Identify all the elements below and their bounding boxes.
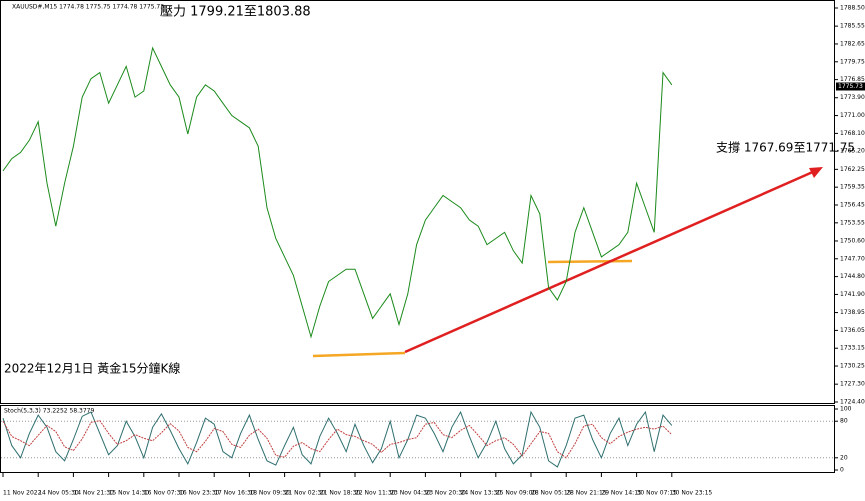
y-tick-label: 1750.60 xyxy=(840,237,865,244)
support-line xyxy=(547,259,633,264)
y-tick-label: 1733.15 xyxy=(840,345,865,352)
last-price-box xyxy=(836,82,865,91)
y-tick-label: 1724.40 xyxy=(840,399,865,406)
x-tick-label: 24 Nov 13:30 xyxy=(461,490,502,497)
x-tick-label: 18 Nov 09:30 xyxy=(249,490,290,497)
y-tick-label: 1756.45 xyxy=(840,202,865,209)
x-tick-label: 22 Nov 11:30 xyxy=(355,490,396,497)
series-line xyxy=(2,410,673,468)
chart-title: 2022年12月1日 黃金15分鐘K線 xyxy=(4,361,180,376)
y-tick-label: 1738.95 xyxy=(840,309,865,316)
price-panel xyxy=(0,0,835,404)
y-tick-label: 1782.65 xyxy=(840,40,865,47)
y-tick-label: 1768.10 xyxy=(840,130,865,137)
y-tick-label: 1736.05 xyxy=(840,327,865,334)
y-tick-label: 1747.70 xyxy=(840,255,865,262)
support-line xyxy=(312,351,406,358)
x-tick-label: 17 Nov 16:30 xyxy=(214,490,255,497)
y-tick-label: 1776.85 xyxy=(840,76,865,83)
x-tick-label: 30 Nov 07:15 xyxy=(637,490,678,497)
y-tick-label: 1785.55 xyxy=(840,23,865,30)
annotation: 壓力 1799.21至1803.88 xyxy=(160,5,311,20)
annotation: 支撐 1767.69至1771.75 xyxy=(716,141,855,155)
y-tick-label: 1744.80 xyxy=(840,273,865,280)
trend-arrow xyxy=(404,169,816,354)
y-tick-label: 1771.00 xyxy=(840,112,865,119)
x-tick-label: 15 Nov 14:30 xyxy=(109,490,150,497)
y-tick-label: 0 xyxy=(840,467,844,474)
x-tick-label: 29 Nov 14:15 xyxy=(601,490,642,497)
x-tick-label: 30 Nov 23:15 xyxy=(672,490,713,497)
series-line xyxy=(2,46,673,339)
x-tick-label: 28 Nov 21:15 xyxy=(566,490,607,497)
last-price-label: 1775.73 xyxy=(838,83,863,90)
y-tick-label: 1779.75 xyxy=(840,58,865,65)
chart-subtitle: XAUUSD#,M15 1774.78 1775.75 1774.78 1775… xyxy=(12,4,164,11)
stoch-title: Stoch(5,3,3) 73.2252 58.3779 xyxy=(4,408,95,415)
x-tick-label: 25 Nov 09:00 xyxy=(496,490,537,497)
x-tick-label: 28 Nov 05:15 xyxy=(531,490,572,497)
y-tick-label: 1741.90 xyxy=(840,291,865,298)
y-tick-label: 1753.55 xyxy=(840,219,865,226)
x-tick-label: 23 Nov 04:30 xyxy=(390,490,431,497)
y-tick-label: 1762.25 xyxy=(840,166,865,173)
y-tick-label: 1788.50 xyxy=(840,5,865,12)
y-tick-label: 20 xyxy=(840,454,848,461)
series-line xyxy=(2,420,673,459)
y-tick-label: 1773.90 xyxy=(840,94,865,101)
x-tick-label: 21 Nov 18:30 xyxy=(320,490,361,497)
x-tick-label: 11 Nov 2022 xyxy=(3,490,42,497)
y-tick-label: 1759.35 xyxy=(840,184,865,191)
y-tick-label: 100 xyxy=(840,406,852,413)
x-tick-label: 21 Nov 02:30 xyxy=(285,490,326,497)
x-tick-label: 14 Nov 21:30 xyxy=(73,490,114,497)
x-tick-label: 23 Nov 20:30 xyxy=(425,490,466,497)
y-tick-label: 1765.20 xyxy=(840,148,865,155)
y-tick-label: 80 xyxy=(840,418,848,425)
x-tick-label: 14 Nov 05:30 xyxy=(38,490,79,497)
y-tick-label: 1730.25 xyxy=(840,363,865,370)
y-tick-label: 1727.30 xyxy=(840,381,865,388)
stoch-panel xyxy=(0,405,835,473)
x-tick-label: 16 Nov 07:30 xyxy=(144,490,185,497)
arrow-head xyxy=(809,167,823,178)
x-tick-label: 16 Nov 23:30 xyxy=(179,490,220,497)
